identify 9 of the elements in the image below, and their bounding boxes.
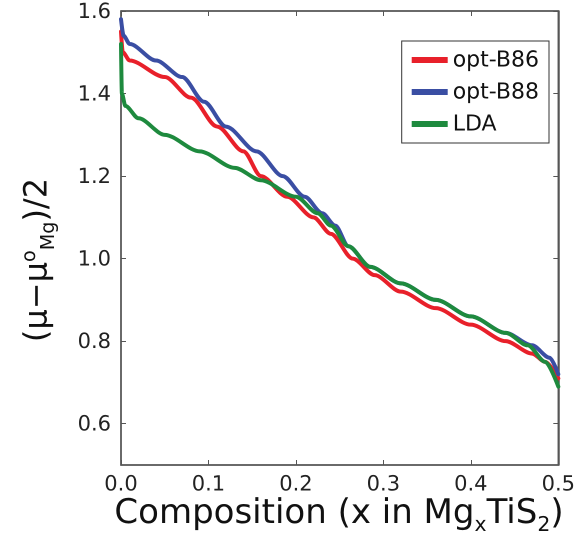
y-tick-label: 1.4 [78,82,111,106]
legend-label: opt-B88 [452,80,540,104]
y-tick-label: 1.2 [78,164,111,188]
legend-label: LDA [452,112,497,136]
y-tick-label: 1.6 [78,0,111,23]
y-tick-label: 0.8 [78,329,111,354]
y-tick-label: 1.0 [78,246,111,271]
y-tick-label: 0.6 [78,412,111,436]
legend-label: opt-B86 [452,48,540,72]
